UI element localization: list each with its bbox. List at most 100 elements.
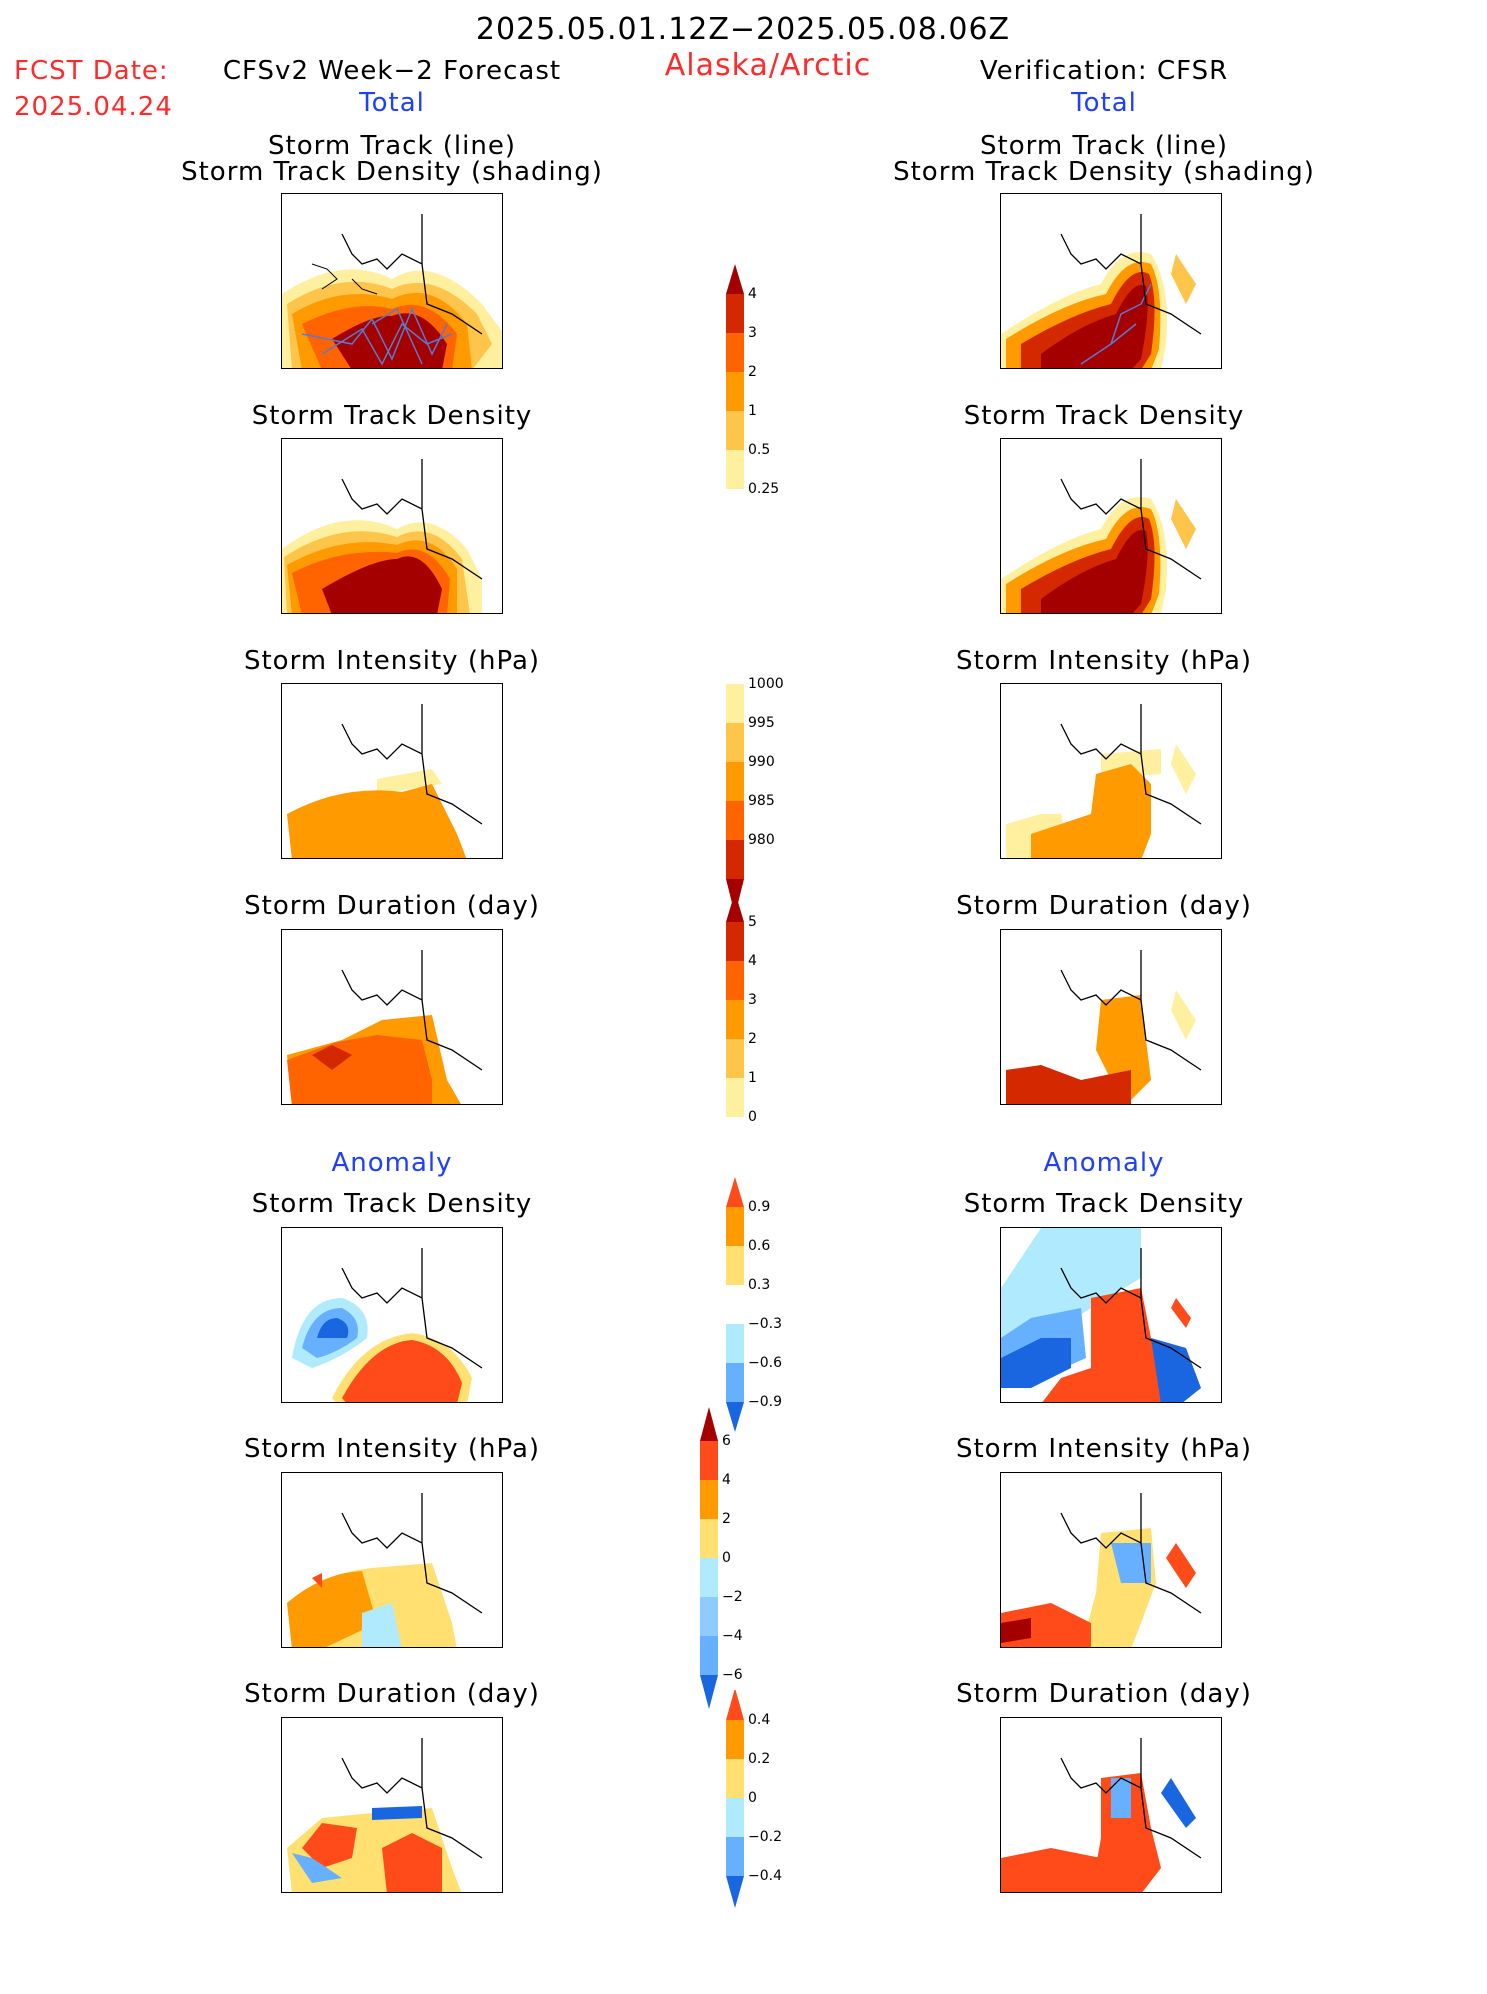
colorbar-swatch <box>726 450 744 489</box>
colorbar-arrow-top <box>726 892 744 922</box>
colorbar-label: −4 <box>722 1628 743 1644</box>
colorbar-label: 1 <box>748 403 757 419</box>
left-total-label: Total <box>359 88 425 118</box>
colorbar-label: −0.6 <box>748 1355 782 1371</box>
colorbar-arrow-top <box>700 1407 718 1441</box>
colorbar-swatch <box>726 1324 744 1363</box>
map-forecast-anom-density <box>281 1227 503 1403</box>
right-intensity-title: Storm Intensity (hPa) <box>955 646 1253 676</box>
colorbar-swatch <box>726 1720 744 1759</box>
colorbar-label: 0 <box>748 1790 757 1806</box>
right-anom-intensity-title: Storm Intensity (hPa) <box>955 1434 1253 1464</box>
colorbar-arrow-bottom <box>726 1876 744 1908</box>
colorbar-label: 0.2 <box>748 1751 771 1767</box>
colorbar-label: 5 <box>748 914 757 930</box>
colorbar-swatch <box>726 684 744 723</box>
colorbar-swatches <box>726 1690 744 1908</box>
colorbar-density-anomaly: 0.9 0.6 0.3 −0.3 −0.6 −0.9 <box>726 1177 816 1457</box>
colorbar-label: 0 <box>722 1550 731 1566</box>
left-anomaly-label: Anomaly <box>331 1148 453 1178</box>
colorbar-swatch <box>726 372 744 411</box>
colorbar-swatches <box>726 892 744 1117</box>
right-anom-duration-title: Storm Duration (day) <box>956 1679 1252 1709</box>
colorbar-label: 4 <box>722 1472 731 1488</box>
colorbar-label: −6 <box>722 1667 743 1683</box>
period-title: 2025.05.01.12Z−2025.05.08.06Z <box>475 12 1011 47</box>
colorbar-arrow-bottom <box>726 1402 744 1432</box>
map-verif-duration <box>1000 929 1222 1105</box>
colorbar-swatch <box>726 762 744 801</box>
colorbar-duration-anomaly: 0.4 0.2 0 −0.2 −0.4 <box>726 1690 816 1920</box>
map-verif-anom-duration <box>1000 1717 1222 1893</box>
colorbar-swatch <box>726 1246 744 1285</box>
colorbar-label: 0.5 <box>748 442 771 458</box>
colorbar-label: −0.3 <box>748 1316 782 1332</box>
colorbar-swatch <box>726 1078 744 1117</box>
map-verif-anom-intensity <box>1000 1472 1222 1648</box>
right-model-title: Verification: CFSR <box>979 56 1229 86</box>
colorbar-label: −0.2 <box>748 1829 782 1845</box>
colorbar-swatch <box>726 1363 744 1402</box>
right-anomaly-label: Anomaly <box>1043 1148 1165 1178</box>
colorbar-swatch <box>700 1519 718 1558</box>
colorbar-label: 985 <box>748 793 775 809</box>
left-track-title-1: Storm Track (line) <box>268 131 516 161</box>
left-track-title-2: Storm Track Density (shading) <box>181 157 603 187</box>
colorbar-label: 995 <box>748 715 775 731</box>
colorbar-intensity-total: 1000 995 990 985 980 <box>726 646 816 915</box>
map-forecast-density <box>281 438 503 614</box>
colorbar-swatches <box>700 1407 718 1709</box>
colorbar-label: 1 <box>748 1070 757 1086</box>
fcst-date-label: FCST Date: <box>14 56 169 86</box>
colorbar-label: 0.3 <box>748 1277 771 1293</box>
left-density-title: Storm Track Density <box>251 401 533 431</box>
colorbar-label: 4 <box>748 953 757 969</box>
map-forecast-anom-intensity <box>281 1472 503 1648</box>
colorbar-swatch <box>700 1597 718 1636</box>
left-intensity-title: Storm Intensity (hPa) <box>243 646 541 676</box>
colorbar-intensity-anomaly: 6 4 2 0 −2 −4 −6 <box>700 1405 790 1715</box>
colorbar-swatch <box>726 1798 744 1837</box>
colorbar-swatch <box>726 294 744 333</box>
colorbar-label: −0.4 <box>748 1868 782 1884</box>
colorbar-arrow-top <box>726 1177 744 1207</box>
left-model-title: CFSv2 Week−2 Forecast <box>222 56 562 86</box>
colorbar-label: 2 <box>748 1031 757 1047</box>
colorbar-swatch <box>726 723 744 762</box>
colorbar-label: 990 <box>748 754 775 770</box>
colorbar-label: 3 <box>748 992 757 1008</box>
colorbar-swatch <box>726 1000 744 1039</box>
colorbar-swatches <box>726 684 744 915</box>
map-forecast-track <box>281 193 503 369</box>
map-forecast-intensity <box>281 683 503 859</box>
map-forecast-anom-duration <box>281 1717 503 1893</box>
colorbar-swatch <box>700 1558 718 1597</box>
colorbar-swatch <box>700 1636 718 1675</box>
colorbar-label: 980 <box>748 832 775 848</box>
left-anom-density-title: Storm Track Density <box>251 1189 533 1219</box>
colorbar-label: −0.9 <box>748 1394 782 1410</box>
map-verif-density <box>1000 438 1222 614</box>
colorbar-arrow-top <box>726 264 744 294</box>
colorbar-swatch <box>700 1441 718 1480</box>
left-anom-intensity-title: Storm Intensity (hPa) <box>243 1434 541 1464</box>
colorbar-swatch <box>726 1759 744 1798</box>
colorbar-label: 0.9 <box>748 1199 771 1215</box>
colorbar-label: 0.6 <box>748 1238 771 1254</box>
colorbar-density-total: 4 3 2 1 0.5 0.25 <box>726 264 816 544</box>
region-title: Alaska/Arctic <box>664 48 872 83</box>
right-duration-title: Storm Duration (day) <box>956 891 1252 921</box>
colorbar-label: 4 <box>748 286 757 302</box>
right-density-title: Storm Track Density <box>963 401 1245 431</box>
colorbar-label: 0.25 <box>748 481 780 497</box>
colorbar-label: 6 <box>722 1433 731 1449</box>
colorbar-label: 2 <box>722 1511 731 1527</box>
left-duration-title: Storm Duration (day) <box>244 891 540 921</box>
map-verif-intensity <box>1000 683 1222 859</box>
map-forecast-duration <box>281 929 503 1105</box>
fcst-date-value: 2025.04.24 <box>14 92 173 122</box>
left-anom-duration-title: Storm Duration (day) <box>244 1679 540 1709</box>
colorbar-swatch <box>726 1285 744 1324</box>
colorbar-label: 2 <box>748 364 757 380</box>
colorbar-arrow-bottom <box>700 1675 718 1709</box>
